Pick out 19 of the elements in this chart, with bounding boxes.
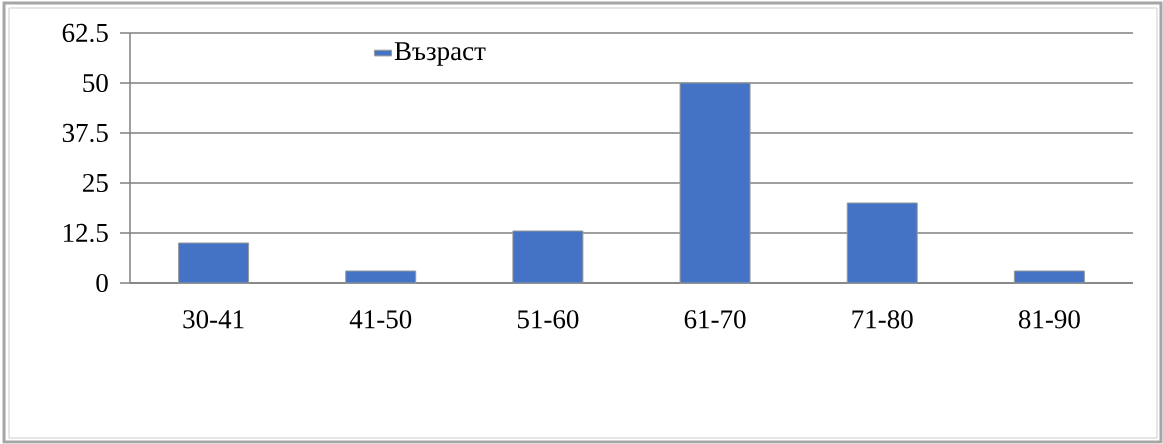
x-tick-label: 71-80	[852, 310, 913, 329]
x-tick-label: 61-70	[684, 310, 746, 329]
bar	[679, 82, 751, 284]
y-tick-label: 37.5	[62, 123, 108, 143]
bar	[512, 230, 584, 284]
y-tick-label: 12.5	[63, 223, 108, 243]
bar	[846, 202, 918, 284]
x-tick-label: 30-41	[183, 310, 244, 329]
bar	[345, 270, 417, 284]
y-tick-label: 0	[96, 273, 108, 293]
bar	[1013, 270, 1085, 284]
legend-label: Възраст	[394, 42, 486, 66]
y-tick-label: 25	[83, 173, 108, 193]
y-tick-label: 62.5	[62, 23, 108, 43]
x-tick-label: 51-60	[517, 310, 579, 329]
y-tick-label: 50	[83, 73, 108, 93]
x-tick-label: 41-50	[349, 310, 412, 329]
bar	[178, 242, 250, 284]
x-tick-label: 81-90	[1018, 310, 1080, 329]
